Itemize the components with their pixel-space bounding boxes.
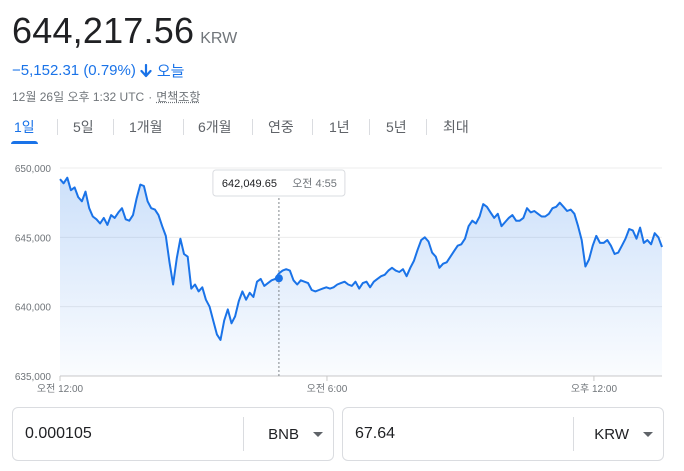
y-tick-label: 640,000 (15, 303, 52, 314)
change-period: 오늘 (156, 63, 185, 80)
tab-1d[interactable]: 1일 (11, 116, 38, 144)
converter-divider (243, 417, 244, 451)
tab-max[interactable]: 최대 (443, 119, 469, 135)
x-tick-label: 오전 12:00 (37, 383, 84, 395)
tooltip-box (212, 169, 346, 197)
tab-divider (183, 119, 184, 135)
price-change: −5,152.31 (0.79%) 오늘 (12, 60, 184, 81)
meta-separator: · (148, 89, 153, 104)
tab-6m[interactable]: 6개월 (198, 119, 232, 135)
tab-divider (369, 119, 370, 135)
tooltip-value: 642,049.65 (222, 178, 277, 190)
to-currency-select[interactable]: KRW (574, 408, 663, 460)
hover-point (274, 274, 283, 283)
y-tick-label: 650,000 (15, 164, 52, 175)
caret-down-icon (643, 431, 653, 437)
tab-1m[interactable]: 1개월 (129, 119, 163, 135)
from-currency-select[interactable]: BNB (244, 408, 333, 460)
timestamp: 12월 26일 오후 1:32 UTC (12, 90, 145, 104)
quote-meta: 12월 26일 오후 1:32 UTC · 면책조항 (12, 88, 200, 105)
tab-divider (252, 119, 253, 135)
tab-divider (426, 119, 427, 135)
price-currency: KRW (200, 30, 238, 47)
arrow-down-icon (140, 63, 152, 78)
x-tick-label: 오후 12:00 (571, 383, 618, 395)
tab-divider (113, 119, 114, 135)
price-line (59, 176, 663, 341)
caret-down-icon (313, 431, 323, 437)
y-tick-label: 635,000 (15, 372, 52, 383)
tab-divider (312, 119, 313, 135)
y-tick-label: 645,000 (15, 233, 52, 244)
to-amount-input[interactable] (343, 408, 573, 460)
converter-to: KRW (342, 407, 664, 461)
current-price: 644,217.56 (12, 10, 195, 51)
price-area (60, 177, 662, 376)
from-amount-input[interactable] (13, 408, 243, 460)
tab-ytd[interactable]: 연중 (268, 119, 294, 135)
change-value: −5,152.31 (0.79%) (12, 62, 136, 79)
from-currency-label: BNB (268, 425, 299, 443)
tab-5y[interactable]: 5년 (386, 119, 407, 135)
to-currency-label: KRW (594, 425, 629, 443)
converter-from: BNB (12, 407, 334, 461)
tab-divider (57, 119, 58, 135)
range-tabs: 1일 5일 1개월 6개월 연중 1년 5년 최대 (0, 116, 684, 144)
disclaimer-link[interactable]: 면책조항 (156, 90, 201, 104)
x-tick-label: 오전 6:00 (307, 383, 348, 395)
tab-5d[interactable]: 5일 (73, 119, 94, 135)
tab-1y[interactable]: 1년 (329, 119, 350, 135)
converter-divider (573, 417, 574, 451)
tooltip-time: 오전 4:55 (292, 177, 337, 190)
price-header: 644,217.56 KRW (12, 10, 237, 52)
